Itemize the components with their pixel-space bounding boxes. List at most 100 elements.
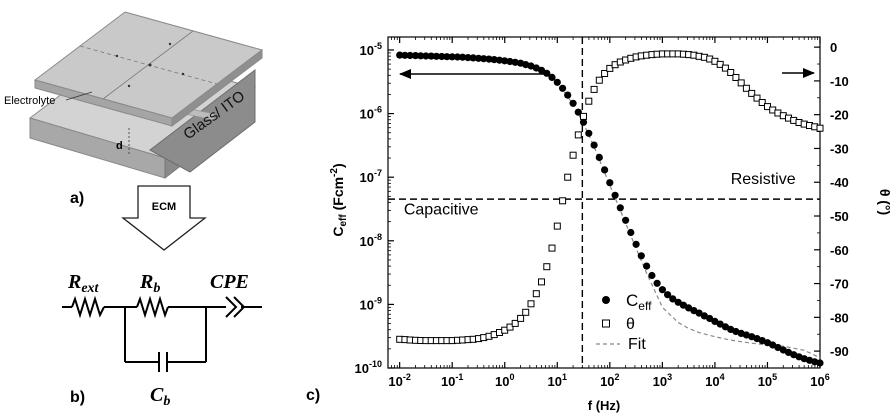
right-y-axis: 0 -10 -20 -30 -40 -50 -60 -70 -80 -90 [814,40,849,359]
ceff-point [579,118,588,126]
ceff-point [411,52,420,60]
ceff-point [585,129,593,137]
theta-point [511,319,519,327]
theta-point [538,278,545,286]
ceff-point [548,73,556,81]
ceff-point [601,166,609,174]
y-left-tick-label: 10-6 [360,105,382,122]
y-right-tick-label: -30 [830,141,849,156]
theta-point [517,314,525,322]
theta-point [716,60,724,68]
theta-point [753,94,761,102]
cpe-label: CPE [210,271,249,293]
ceff-point [553,78,561,86]
equivalent-circuit [62,295,262,372]
ceff-point [469,54,477,62]
ceff-point [406,51,414,60]
y-left-tick-label: 10-7 [360,168,382,185]
gap-label: d [116,140,123,152]
ceff-point [559,84,567,92]
theta-point [727,69,735,76]
r-ext-label: Rext [67,271,100,296]
ceff-point [685,304,693,312]
ceff-point [637,252,645,260]
x-tick-label: 105 [758,372,777,389]
theta-point [742,84,750,92]
x-tick-label: 102 [600,372,619,389]
theta-point [559,197,567,205]
ceff-point [564,91,572,99]
theta-point [574,131,582,139]
theta-point [601,70,609,77]
grid-node [168,42,172,46]
ceff-point [611,191,619,199]
ceff-point [432,52,440,60]
cpe-element [225,296,238,318]
theta-point [732,74,740,81]
electrolyte-pointer [65,91,93,101]
theta-point [532,290,540,298]
ceff-point [448,53,456,61]
panel-c-label: c) [306,387,320,404]
theta-series [396,50,824,345]
left-y-axis-label: Ceff (Fcm-2) [329,163,349,236]
y-right-tick-label: -70 [830,277,849,292]
ceff-point [774,343,782,352]
theta-point [506,323,514,331]
theta-point [543,263,551,271]
y-left-tick-label: 10-9 [360,295,382,312]
annotation-resistive: Resistive [731,171,796,188]
annotation-capacitive: Capacitive [404,201,479,218]
theta-point [564,173,572,181]
ceff-point [495,56,504,64]
ceff-point [464,54,472,62]
theta-point [606,64,614,72]
x-axis: 10-2 10-1 100 101 102 103 104 105 106 [387,37,830,389]
y-left-tick-label: 10-5 [360,41,382,58]
y-right-tick-label: -80 [830,310,849,325]
y-left-tick-label: 10-10 [355,359,382,376]
grid-node [181,72,185,76]
ceff-point [543,69,551,77]
ceff-point [590,141,598,149]
ceff-point [438,52,446,61]
legend: Ceff θ Fit [596,291,652,353]
electrolyte-label: Electrolyte [4,95,55,107]
ceff-point [711,317,719,325]
ceff-point [616,204,624,212]
ceff-point [664,291,672,299]
theta-point [590,85,598,93]
ecm-arrow: ECM [121,185,207,251]
ceff-point [453,53,462,61]
ceff-point [606,179,614,187]
ceff-point [627,228,635,237]
top-grid-line [102,30,194,100]
grid-node [148,63,152,67]
legend-ceff-label: Ceff [626,291,652,313]
left-y-axis: 10-10 10-9 10-8 10-7 10-6 10-5 [355,41,394,376]
axis-arrows [399,68,815,79]
theta-point [580,112,587,120]
x-axis-label: f (Hz) [588,398,621,413]
device-schematic: d Electrolyte Glass/ ITO [4,11,264,180]
ceff-point [648,271,656,280]
legend-theta-label: θ [626,316,635,333]
theta-point [816,124,824,132]
right-y-axis-label: θ (°) [877,189,890,215]
ceff-point [643,262,651,270]
x-tick-label: 100 [495,372,514,389]
grid-node [127,84,131,88]
y-right-tick-label: -60 [830,243,849,258]
theta-point [748,89,756,97]
ceff-point [427,52,435,60]
legend-ceff-marker [602,296,610,304]
legend-fit-label: Fit [628,336,646,353]
ceff-point [653,279,661,287]
ceff-point [417,52,425,60]
x-tick-label: 10-2 [388,372,410,389]
ceff-point [632,240,640,248]
y-right-tick-label: -50 [830,209,849,224]
grid-node [115,54,119,58]
theta-point [548,244,556,252]
